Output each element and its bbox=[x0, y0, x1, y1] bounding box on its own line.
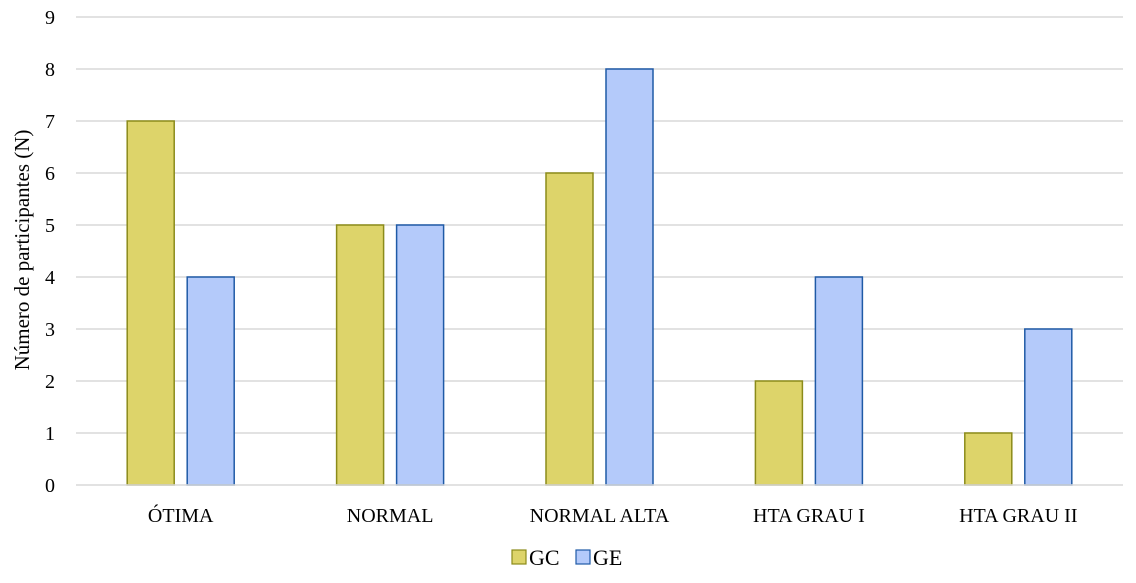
bar-ge-3 bbox=[814, 276, 864, 486]
y-tick-label-5: 5 bbox=[45, 215, 55, 237]
legend: GC GE bbox=[511, 545, 622, 570]
bar-gc-3 bbox=[754, 380, 804, 486]
x-category-label-1: NORMAL bbox=[347, 505, 434, 527]
bar-ge-0 bbox=[186, 276, 235, 486]
legend-swatch-gc bbox=[511, 549, 527, 565]
y-tick-label-7: 7 bbox=[45, 111, 55, 133]
y-tick-label-9: 9 bbox=[45, 7, 55, 29]
bar-gc-0 bbox=[126, 120, 175, 486]
x-category-label-2: NORMAL ALTA bbox=[530, 505, 670, 527]
bar-ge-4 bbox=[1024, 328, 1073, 486]
bar-gc-4 bbox=[964, 432, 1013, 486]
gridlines bbox=[76, 16, 1123, 434]
bars bbox=[126, 68, 1073, 486]
y-axis-title: Número de participantes (N) bbox=[10, 130, 34, 371]
bar-ge-1 bbox=[395, 224, 445, 486]
y-tick-label-1: 1 bbox=[45, 423, 55, 445]
legend-swatch-ge bbox=[575, 549, 591, 565]
y-tick-label-3: 3 bbox=[45, 319, 55, 341]
legend-label-ge: GE bbox=[593, 545, 622, 570]
bar-ge-2 bbox=[605, 68, 654, 486]
y-tick-label-8: 8 bbox=[45, 59, 55, 81]
y-tick-label-0: 0 bbox=[45, 475, 55, 497]
x-category-label-4: HTA GRAU II bbox=[959, 505, 1077, 527]
legend-label-gc: GC bbox=[529, 545, 560, 570]
bar-gc-2 bbox=[545, 172, 594, 486]
x-category-label-3: HTA GRAU I bbox=[753, 505, 865, 527]
y-tick-label-6: 6 bbox=[45, 163, 55, 185]
x-category-label-0: ÓTIMA bbox=[148, 503, 214, 527]
bar-gc-1 bbox=[335, 224, 385, 486]
y-axis-ticks: 0 1 2 3 4 5 6 7 8 9 bbox=[45, 7, 55, 497]
y-tick-label-2: 2 bbox=[45, 371, 55, 393]
x-axis-category-labels: ÓTIMA NORMAL NORMAL ALTA HTA GRAU I HTA GRAU… bbox=[148, 503, 1078, 527]
y-tick-label-4: 4 bbox=[45, 267, 55, 289]
